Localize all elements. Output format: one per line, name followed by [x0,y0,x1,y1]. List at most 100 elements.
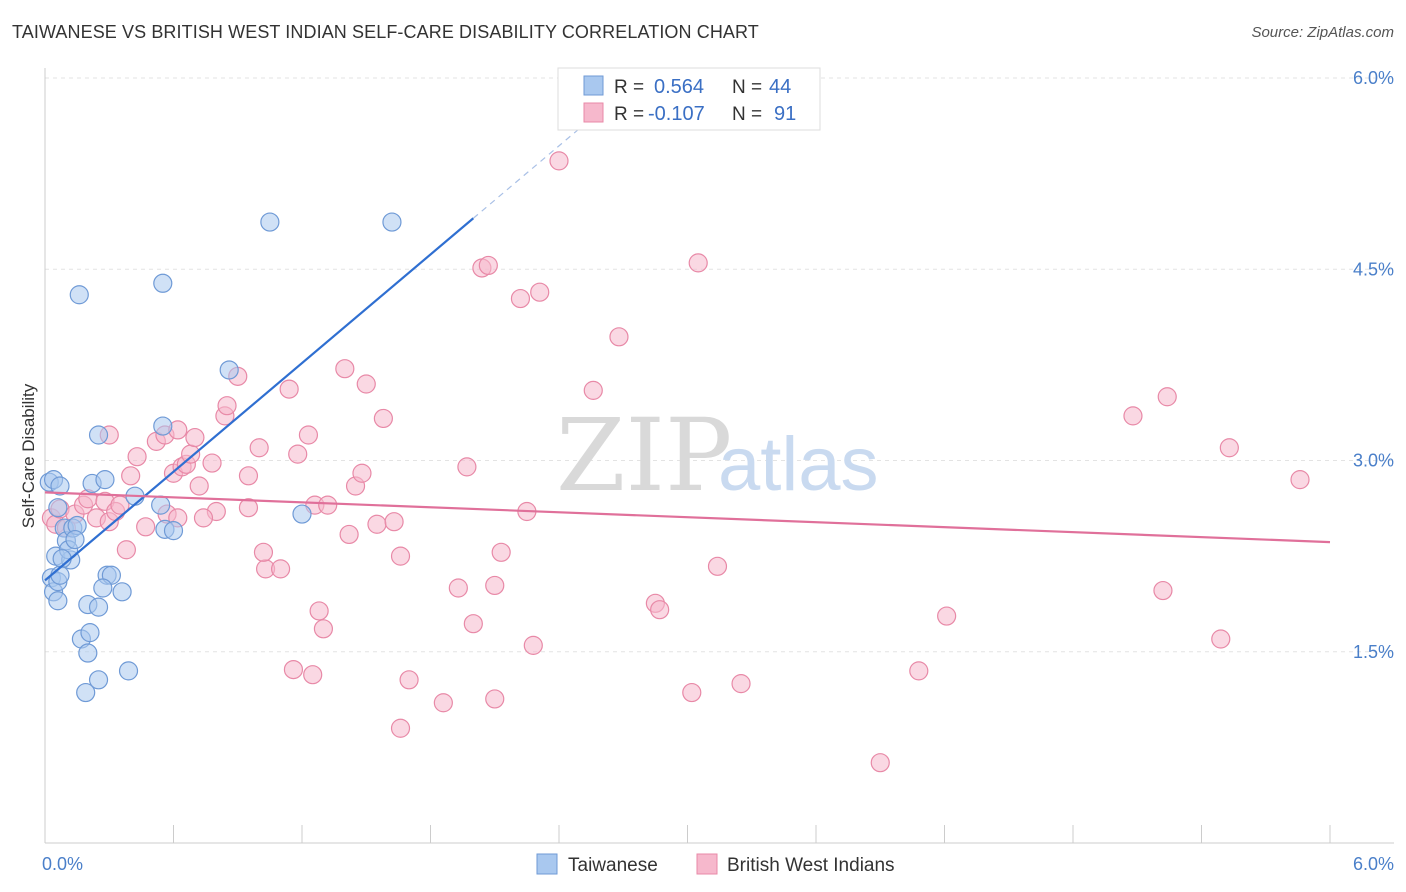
bwi-point-40 [309,601,329,621]
series-taiwanese [39,212,402,703]
chart-title: TAIWANESE VS BRITISH WEST INDIAN SELF-CA… [12,22,759,42]
taiwanese-point-3 [48,498,68,518]
bwi-point-75 [870,753,890,773]
bwi-point-76 [909,661,929,681]
bwi-point-84 [253,542,274,562]
x-tick-label-max: 6.0% [1353,854,1394,874]
bwi-point-85 [238,498,259,518]
taiwanese-point-17 [95,470,115,490]
chart-source: Source: ZipAtlas.com [1251,24,1394,41]
legend-r-label-1: R = [614,77,644,98]
bwi-point-42 [318,495,338,515]
taiwanese-point-34 [153,416,173,436]
taiwanese-point-18 [88,425,109,445]
bwi-point-36 [279,379,299,399]
bottom-legend: Taiwanese British West Indians [536,853,895,876]
taiwanese-point-7 [48,591,68,611]
bwi-point-74 [731,674,751,694]
bwi-point-82 [1219,438,1239,458]
bwi-point-80 [1153,580,1173,601]
bwi-point-73 [707,556,728,576]
bwi-point-37 [288,444,308,464]
bwi-point-57 [463,614,483,634]
bwi-point-81 [1211,629,1231,649]
legend-swatch-bwi [583,102,604,123]
bottom-legend-swatch-taiwanese [536,853,558,875]
bwi-point-64 [523,635,543,655]
bwi-point-61 [491,542,511,562]
bwi-point-15 [127,447,147,467]
legend-n-value-2: 91 [774,103,796,125]
bwi-point-68 [609,327,629,347]
y-tick-label-0: 1.5% [1353,642,1394,662]
bwi-point-77 [937,606,957,626]
taiwanese-point-2 [50,476,70,496]
taiwanese-point-36 [163,521,184,541]
bwi-point-56 [457,457,477,477]
y-tick-label-1: 3.0% [1353,451,1394,471]
legend-box: R = 0.564 N = 44 R = -0.107 N = 91 [557,67,821,131]
bwi-point-26 [189,476,209,496]
axes [44,68,1394,844]
bwi-point-30 [217,396,237,416]
taiwanese-point-40 [292,504,312,524]
bwi-point-50 [384,512,404,532]
trendlines [44,118,1331,582]
bwi-point-24 [181,444,201,464]
y-tick-labels: 1.5% 3.0% 4.5% 6.0% [1353,68,1394,662]
bwi-point-90 [485,689,505,709]
bwi-point-33 [249,438,269,458]
taiwanese-point-41 [382,212,402,232]
taiwanese-trendline [44,217,475,582]
bwi-point-66 [549,151,569,171]
bwi-point-46 [352,463,372,483]
bwi-point-70 [650,600,670,620]
taiwanese-point-38 [219,360,239,380]
y-axis-title: Self-Care Disability [19,383,38,528]
taiwanese-point-25 [88,597,109,617]
bwi-point-14 [121,466,141,486]
bwi-point-51 [390,546,411,566]
legend-n-label-2: N = [732,104,762,125]
taiwanese-point-31 [118,661,139,681]
legend-n-label-1: N = [732,77,762,98]
bwi-point-25 [185,427,205,448]
taiwanese-point-19 [69,285,89,305]
bwi-point-83 [1290,470,1310,490]
taiwanese-point-28 [78,643,98,663]
bwi-point-86 [193,508,214,528]
bwi-point-79 [1157,387,1177,407]
y-tick-label-2: 4.5% [1353,259,1394,279]
taiwanese-point-35 [151,495,171,515]
bwi-point-89 [283,659,304,680]
bwi-point-52 [399,670,419,690]
taiwanese-point-15 [65,529,85,550]
bwi-point-62 [510,288,531,309]
bwi-point-48 [367,514,387,534]
bwi-point-71 [688,253,708,273]
y-tick-label-3: 6.0% [1353,68,1394,88]
x-tick-label-min: 0.0% [42,854,83,874]
bwi-point-47 [356,374,376,394]
bwi-point-55 [448,578,468,598]
taiwanese-point-27 [80,623,100,643]
bwi-point-49 [373,408,393,429]
taiwanese-point-29 [88,670,109,690]
legend-swatch-taiwanese [583,75,604,96]
bwi-point-41 [313,619,334,639]
legend-n-value-1: 44 [769,76,791,98]
bwi-point-78 [1123,406,1143,426]
taiwanese-trendline-extension [472,118,592,219]
bwi-point-65 [530,282,550,302]
bwi-point-27 [202,453,222,473]
bottom-legend-swatch-bwi [696,853,718,875]
bwi-point-16 [136,517,156,537]
bwi-point-53 [390,718,411,738]
legend-r-label-2: R = [614,104,644,125]
bwi-point-32 [238,466,259,486]
legend-r-value-2: -0.107 [648,103,705,125]
taiwanese-point-39 [260,212,280,232]
bwi-point-59 [478,255,498,276]
bottom-legend-label-bwi: British West Indians [727,855,895,876]
